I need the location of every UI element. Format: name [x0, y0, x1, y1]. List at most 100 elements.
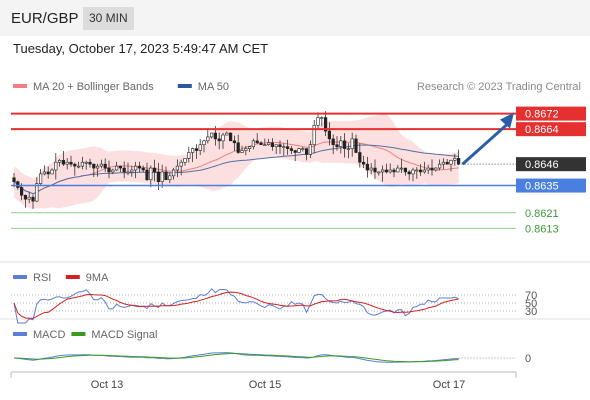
rsi-ma-line	[13, 291, 459, 319]
macd-legend-label-1: MACD Signal	[91, 329, 157, 341]
candle-body	[141, 167, 145, 171]
candle-body	[449, 159, 453, 165]
candle-body	[354, 138, 358, 153]
candle-body	[137, 165, 142, 169]
x-tick-label: Oct 13	[91, 379, 123, 391]
price-tag-label-1: 0.8664	[525, 124, 559, 136]
legend-swatch-1	[177, 84, 192, 88]
candle-body	[206, 136, 210, 142]
candle-body	[46, 171, 50, 175]
candle-body	[456, 158, 461, 165]
candle-body	[278, 144, 282, 147]
candle-body	[240, 150, 244, 153]
price-tag-label-0: 0.8672	[525, 109, 559, 121]
price-tag-label-5: 0.8613	[525, 223, 559, 235]
forecast-arrowhead	[500, 112, 514, 129]
candle-body	[365, 163, 370, 171]
candle-body	[297, 148, 301, 153]
candle-body	[172, 169, 176, 177]
candle-body	[202, 140, 206, 146]
candle-body	[380, 169, 385, 173]
candle-body	[418, 169, 423, 173]
candle-body	[232, 140, 237, 144]
price-tag-label-3: 0.8635	[525, 181, 559, 193]
candle-body	[221, 134, 225, 142]
candle-body	[77, 165, 81, 168]
candle-body	[411, 169, 415, 175]
candle-body	[19, 187, 24, 196]
candle-body	[107, 167, 111, 173]
candle-body	[335, 144, 339, 147]
candle-body	[251, 140, 256, 147]
candle-body	[179, 161, 183, 167]
bollinger-band	[14, 114, 459, 210]
candle-body	[57, 159, 62, 163]
candle-body	[126, 171, 130, 174]
candle-body	[111, 169, 115, 173]
candle-body	[61, 159, 65, 165]
candle-body	[210, 132, 214, 138]
candle-body	[263, 144, 267, 147]
x-tick-label: Oct 15	[249, 379, 281, 391]
candle-body	[373, 167, 377, 173]
candle-body	[316, 117, 320, 126]
candle-body	[399, 167, 404, 170]
candle-body	[392, 169, 396, 173]
candle-body	[415, 169, 419, 172]
timeframe-badge[interactable]: 30 MIN	[83, 7, 134, 30]
candle-body	[323, 117, 328, 132]
candle-body	[301, 148, 305, 150]
macd-signal-line	[13, 353, 459, 363]
candle-body	[187, 152, 191, 159]
rsi-legend-swatch-0	[13, 275, 27, 279]
forecast-arrow	[461, 122, 509, 166]
candle-body	[153, 167, 157, 173]
candle-body	[358, 152, 362, 163]
candle-body	[160, 171, 164, 182]
candle-body	[426, 167, 430, 171]
candle-body	[229, 132, 233, 142]
candle-body	[122, 167, 126, 173]
candle-body	[23, 194, 28, 200]
candle-body	[270, 142, 275, 147]
candle-body	[320, 117, 324, 119]
candle-body	[84, 161, 88, 164]
instrument-title: EUR/GBP	[11, 10, 79, 27]
candle-body	[16, 181, 20, 188]
candle-body	[198, 144, 202, 151]
candle-body	[54, 161, 58, 171]
candle-body	[96, 165, 100, 169]
candle-body	[441, 161, 446, 165]
candle-body	[38, 173, 43, 184]
candle-body	[236, 142, 240, 153]
candle-body	[384, 169, 389, 173]
candle-body	[35, 183, 39, 202]
candle-body	[156, 171, 161, 182]
candle-body	[225, 132, 229, 136]
timestamp: Tuesday, October 17, 2023 5:49:47 AM CET	[13, 41, 269, 56]
candle-body	[407, 171, 411, 175]
candle-body	[145, 169, 149, 181]
candle-body	[88, 161, 92, 165]
candle-body	[92, 163, 96, 169]
candle-body	[164, 171, 168, 181]
candle-body	[168, 175, 172, 181]
candle-body	[130, 169, 134, 173]
candle-body	[350, 138, 354, 149]
candle-body	[282, 146, 286, 148]
candle-body	[259, 142, 263, 146]
candle-body	[266, 142, 271, 146]
candle-body	[396, 167, 400, 173]
candle-body	[289, 148, 294, 151]
chart-credit: Research © 2023 Trading Central	[417, 81, 581, 93]
candle-body	[403, 167, 408, 173]
legend-label-0: MA 20 + Bollinger Bands	[33, 81, 154, 93]
candle-body	[331, 138, 335, 146]
candle-body	[183, 158, 187, 163]
candle-body	[377, 171, 381, 174]
price-tag-1	[516, 122, 586, 137]
x-tick-label: Oct 17	[433, 379, 465, 391]
rsi-line	[13, 287, 459, 324]
candle-body	[27, 196, 31, 200]
